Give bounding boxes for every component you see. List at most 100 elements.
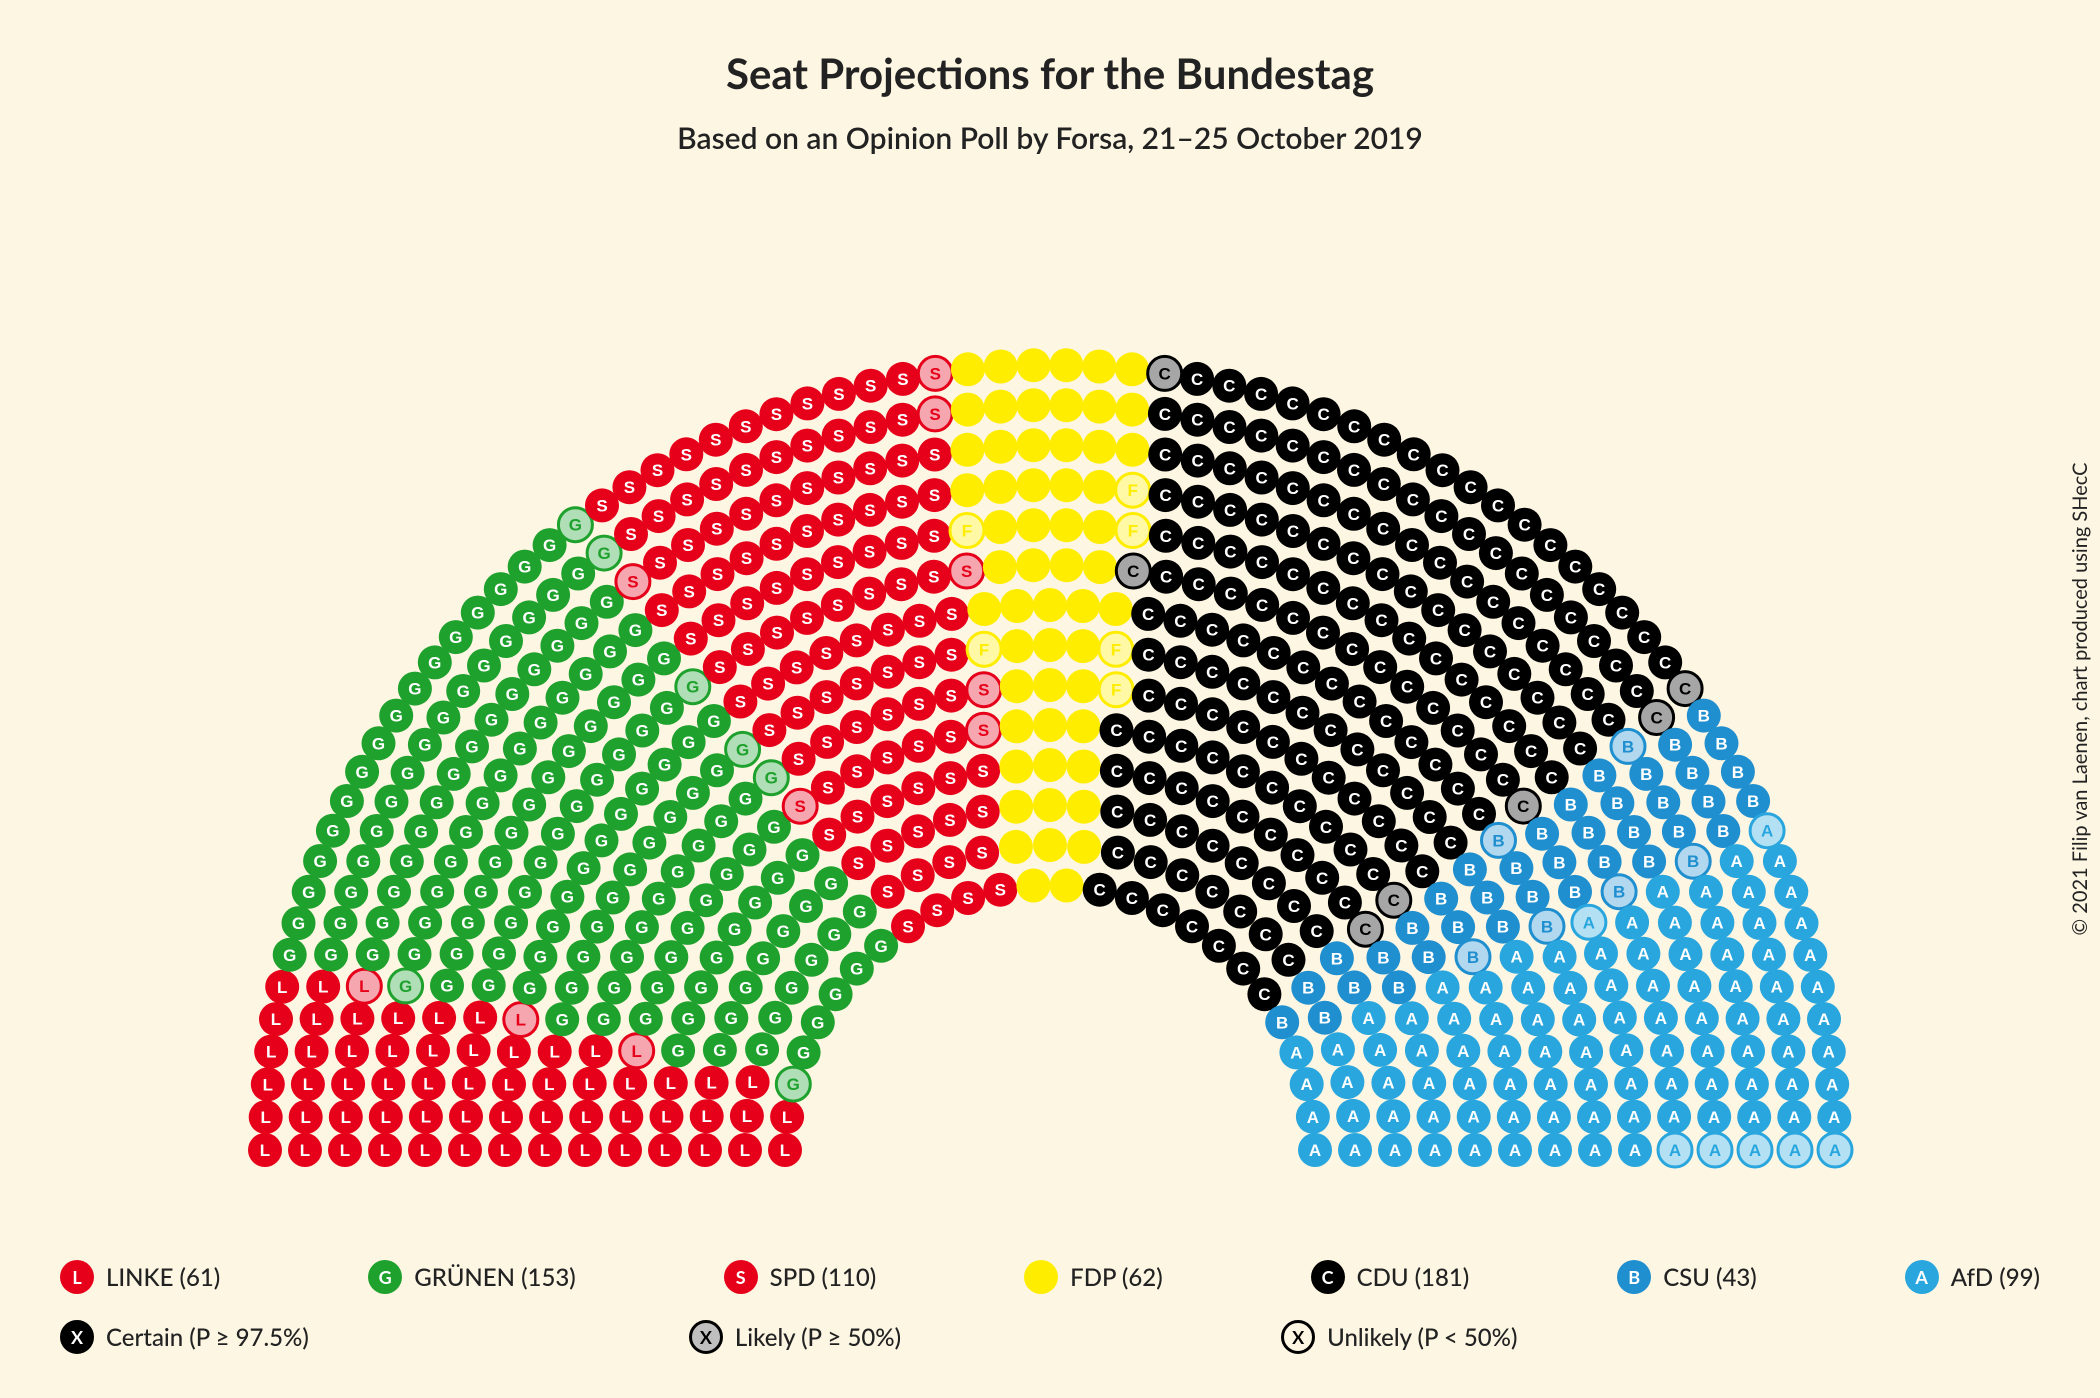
svg-text:F: F — [1028, 396, 1038, 415]
svg-text:G: G — [372, 734, 385, 753]
svg-text:C: C — [1258, 985, 1270, 1004]
seat: G — [408, 906, 442, 940]
seat: S — [852, 577, 886, 611]
seat: C — [1148, 438, 1182, 472]
svg-text:G: G — [590, 918, 603, 937]
seat: L — [463, 1001, 497, 1035]
svg-text:G: G — [579, 665, 592, 684]
svg-text:A: A — [1549, 1141, 1561, 1160]
seat: C — [1212, 369, 1246, 403]
seat: A — [1378, 1133, 1412, 1167]
svg-text:A: A — [1823, 1043, 1835, 1062]
seat: C — [1336, 541, 1370, 575]
svg-text:A: A — [1448, 1010, 1460, 1029]
seat: C — [1272, 943, 1306, 977]
svg-text:F: F — [1078, 717, 1088, 736]
svg-text:C: C — [1339, 894, 1351, 913]
seat: L — [688, 1133, 722, 1167]
seat: A — [1735, 1067, 1769, 1101]
svg-text:L: L — [347, 1042, 357, 1061]
seat: L — [369, 1100, 403, 1134]
seat: A — [1691, 1034, 1725, 1068]
svg-text:C: C — [1143, 728, 1155, 747]
seat: A — [1479, 1002, 1513, 1036]
seat: C — [1165, 858, 1199, 892]
svg-text:L: L — [475, 1009, 485, 1028]
svg-text:C: C — [1317, 535, 1329, 554]
seat: A — [1298, 1133, 1332, 1167]
svg-text:S: S — [928, 568, 939, 587]
svg-text:F: F — [1128, 522, 1138, 541]
seat: F — [951, 352, 985, 386]
seat: B — [1382, 970, 1416, 1004]
seat: F — [1066, 629, 1100, 663]
svg-text:F: F — [1028, 436, 1038, 455]
svg-text:L: L — [266, 1043, 276, 1062]
seat: S — [871, 697, 905, 731]
svg-text:L: L — [782, 1108, 792, 1127]
seat: S — [935, 597, 969, 631]
svg-text:C: C — [1569, 558, 1581, 577]
svg-text:F: F — [1028, 356, 1038, 375]
svg-text:A: A — [1427, 1107, 1439, 1126]
seat: B — [1412, 940, 1446, 974]
svg-text:S: S — [995, 881, 1006, 900]
seat: S — [854, 410, 888, 444]
seat: A — [1330, 1065, 1364, 1099]
svg-text:S: S — [897, 370, 908, 389]
svg-text:A: A — [1661, 1042, 1673, 1061]
svg-text:G: G — [546, 917, 559, 936]
seat: G — [389, 969, 423, 1003]
seat: G — [625, 910, 659, 944]
svg-text:G: G — [681, 919, 694, 938]
seat: A — [1766, 1002, 1800, 1036]
seat: C — [1276, 386, 1310, 420]
svg-text:B: B — [1435, 890, 1447, 909]
svg-text:G: G — [787, 1075, 800, 1094]
seat: F — [1000, 669, 1034, 703]
seat: C — [1196, 784, 1230, 818]
seat: S — [810, 680, 844, 714]
svg-text:C: C — [1388, 891, 1400, 910]
svg-text:S: S — [977, 803, 988, 822]
svg-text:G: G — [600, 593, 613, 612]
svg-text:A: A — [1829, 1141, 1841, 1160]
svg-text:G: G — [492, 944, 505, 963]
seat: S — [669, 437, 703, 471]
seat: S — [760, 527, 794, 561]
seat: C — [1336, 586, 1370, 620]
svg-text:S: S — [896, 575, 907, 594]
svg-text:L: L — [461, 1108, 471, 1127]
seat: S — [870, 829, 904, 863]
seat: C — [1306, 616, 1340, 650]
seat: A — [1594, 968, 1628, 1002]
svg-text:G: G — [700, 891, 713, 910]
seat: A — [1719, 969, 1753, 1003]
svg-text:A: A — [1828, 1108, 1840, 1127]
svg-text:G: G — [614, 805, 627, 824]
svg-text:A: A — [1468, 1108, 1480, 1127]
seat: S — [966, 754, 1000, 788]
seat: G — [508, 875, 542, 909]
svg-text:L: L — [661, 1107, 671, 1126]
svg-text:G: G — [551, 637, 564, 656]
seat: B — [1706, 814, 1740, 848]
legend-label: Certain (P ≥ 97.5%) — [106, 1323, 309, 1352]
svg-text:C: C — [1111, 762, 1123, 781]
seat: G — [714, 1001, 748, 1035]
svg-text:C: C — [1159, 446, 1171, 465]
seat: G — [494, 905, 528, 939]
seat: C — [1223, 895, 1257, 929]
svg-text:G: G — [326, 822, 339, 841]
svg-text:F: F — [1078, 677, 1088, 696]
seat: S — [871, 875, 905, 909]
seat: G — [789, 889, 823, 923]
seat: S — [918, 356, 952, 390]
seat: G — [718, 912, 752, 946]
svg-text:G: G — [713, 1041, 726, 1060]
svg-text:C: C — [1348, 417, 1360, 436]
svg-text:A: A — [1436, 978, 1448, 997]
seat: F — [1017, 428, 1051, 462]
seat: L — [449, 1100, 483, 1134]
svg-text:C: C — [1317, 405, 1329, 424]
